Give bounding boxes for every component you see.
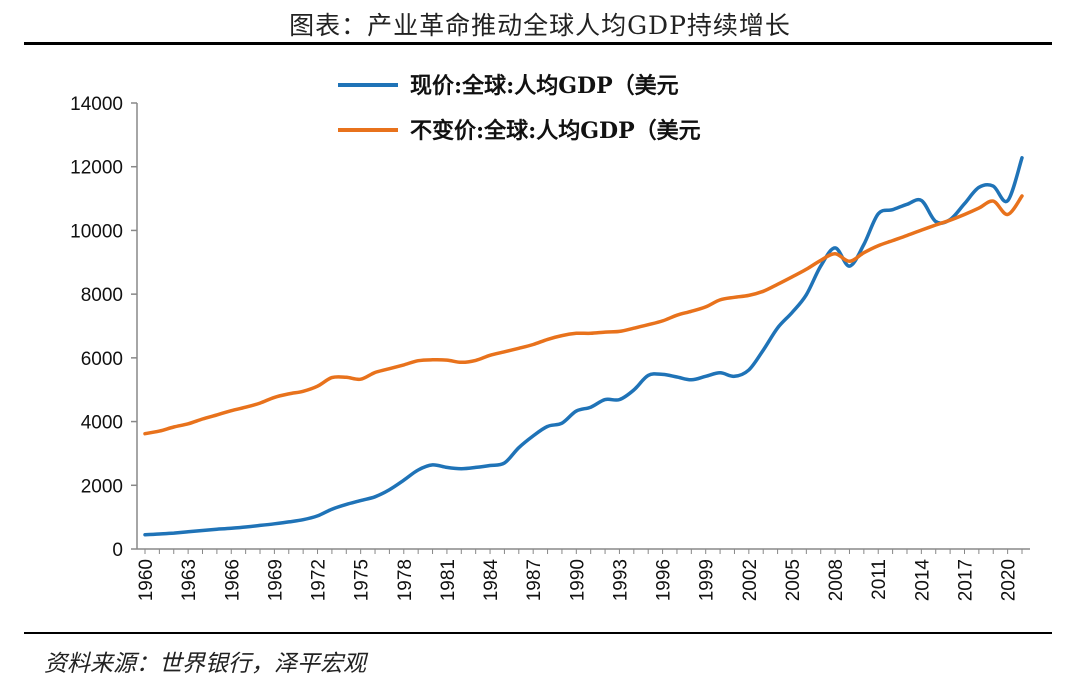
x-tick-label: 1963 <box>179 559 200 601</box>
x-tick-label: 2017 <box>955 559 976 601</box>
x-tick-label: 2008 <box>826 559 847 601</box>
y-tick-label: 10000 <box>70 221 123 242</box>
source-note: 资料来源：世界银行，泽平宏观 <box>44 651 366 677</box>
x-tick-label: 1966 <box>222 559 243 601</box>
bottom-rule <box>24 632 1052 634</box>
x-tick-label: 1972 <box>309 559 330 601</box>
chart-series <box>143 156 1024 537</box>
chart-axes <box>131 102 1030 554</box>
x-tick-label: 1978 <box>395 559 416 601</box>
y-axis-labels: 0 2000 4000 6000 8000 10000 12000 14000 <box>70 94 123 561</box>
legend-label: 现价:全球:人均GDP（美元 <box>410 73 679 99</box>
chart-title: 图表：产业革命推动全球人均GDP持续增长 <box>289 11 791 40</box>
series-line-constant-price <box>143 194 1024 436</box>
x-axis-labels: 1960 1963 1966 1969 1972 1975 1978 1981 1984 1987… <box>136 559 1020 602</box>
x-tick-label: 1987 <box>524 559 545 601</box>
x-tick-label: 1990 <box>567 559 588 601</box>
x-tick-label: 2005 <box>783 559 804 601</box>
y-tick-label: 12000 <box>70 158 123 179</box>
y-tick-label: 2000 <box>81 476 123 497</box>
top-rule <box>24 42 1052 45</box>
y-tick-label: 4000 <box>81 413 123 434</box>
y-tick-label: 14000 <box>70 94 123 115</box>
x-tick-label: 1984 <box>481 559 502 602</box>
x-tick-label: 2014 <box>912 559 933 602</box>
y-tick-label: 0 <box>112 540 123 561</box>
x-tick-label: 1981 <box>438 559 459 601</box>
x-tick-label: 1999 <box>697 559 718 601</box>
x-tick-label: 1993 <box>610 559 631 601</box>
series-line-current-price <box>143 156 1024 537</box>
x-tick-label: 2011 <box>869 559 890 600</box>
x-tick-label: 1969 <box>265 559 286 601</box>
x-tick-label: 2002 <box>740 559 761 601</box>
y-tick-label: 6000 <box>81 349 123 370</box>
x-tick-label: 1996 <box>654 559 675 601</box>
x-tick-label: 1960 <box>136 559 157 601</box>
x-tick-label: 2020 <box>999 559 1020 601</box>
x-tick-label: 1975 <box>352 559 373 601</box>
y-tick-label: 8000 <box>81 285 123 306</box>
legend-label: 不变价:全球:人均GDP（美元 <box>410 118 701 144</box>
